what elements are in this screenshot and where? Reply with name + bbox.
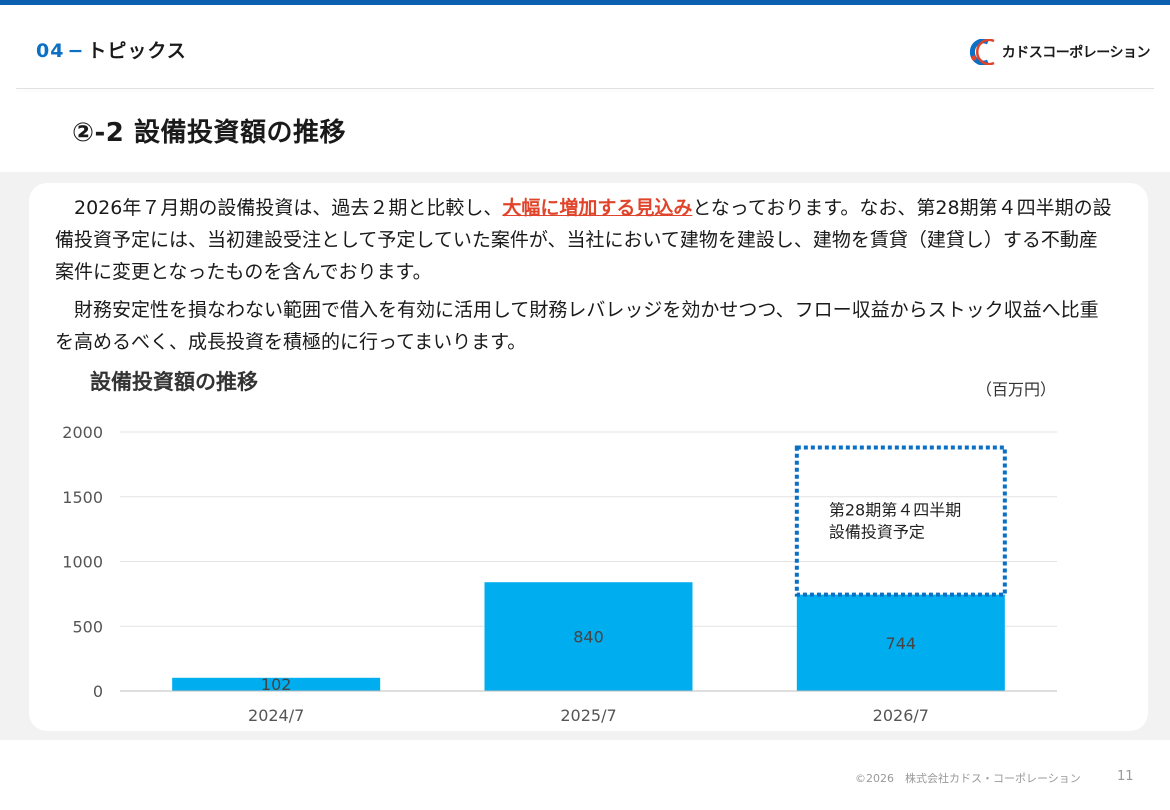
paragraph-2: 財務安定性を損なわない範囲で借入を有効に活用して財務レバレッジを効かせつつ、フロ… [55,299,1099,353]
y-tick-label: 1000 [62,553,103,572]
planned-investment-box [794,445,1007,597]
section-title: トピックス [87,40,187,62]
x-tick-label: 2024/7 [248,706,304,725]
x-tick-label: 2025/7 [560,706,616,725]
page-title: ②-2 設備投資額の推移 [72,118,346,148]
section-number: 04 [36,40,65,62]
planned-label-line2: 設備投資予定 [829,523,925,542]
planned-label-line1: 第28期第４四半期 [829,501,961,520]
section-dash: − [67,40,85,62]
bar [484,582,693,691]
data-label: 840 [573,628,604,647]
section-heading: 04− トピックス [36,36,187,63]
y-tick-label: 0 [93,682,103,701]
bar [172,677,381,691]
highlight-text: 大幅に増加する見込み [502,197,693,219]
company-logo: カドスコーポレーション [966,38,1151,66]
bar [796,594,1005,691]
chart-unit: （百万円） [976,380,1057,399]
top-accent-bar [0,0,1170,5]
paragraph-1-intro: 2026年７月期の設備投資は、過去２期と比較し、 [55,197,503,219]
header-divider [16,88,1154,89]
y-tick-label: 2000 [62,423,103,442]
logo-mark-icon [969,39,995,65]
data-label: 102 [261,675,292,694]
x-tick-label: 2026/7 [873,706,929,725]
paragraph-1-rest: となっております。なお、第28期第４四半期の設備投資予定には、当初建設受注として… [55,197,1112,283]
footer-copyright: ©2026 株式会社カドス・コーポレーション [855,772,1081,785]
chart-title: 設備投資額の推移 [90,370,258,394]
page-number: 11 [1117,769,1134,784]
y-tick-label: 1500 [62,488,103,507]
y-tick-label: 500 [72,617,103,636]
paragraph-1: 2026年７月期の設備投資は、過去２期と比較し、大幅に増加する見込みとなっており… [55,192,1115,288]
data-label: 744 [886,634,917,653]
logo-text: カドスコーポレーション [1001,45,1151,61]
